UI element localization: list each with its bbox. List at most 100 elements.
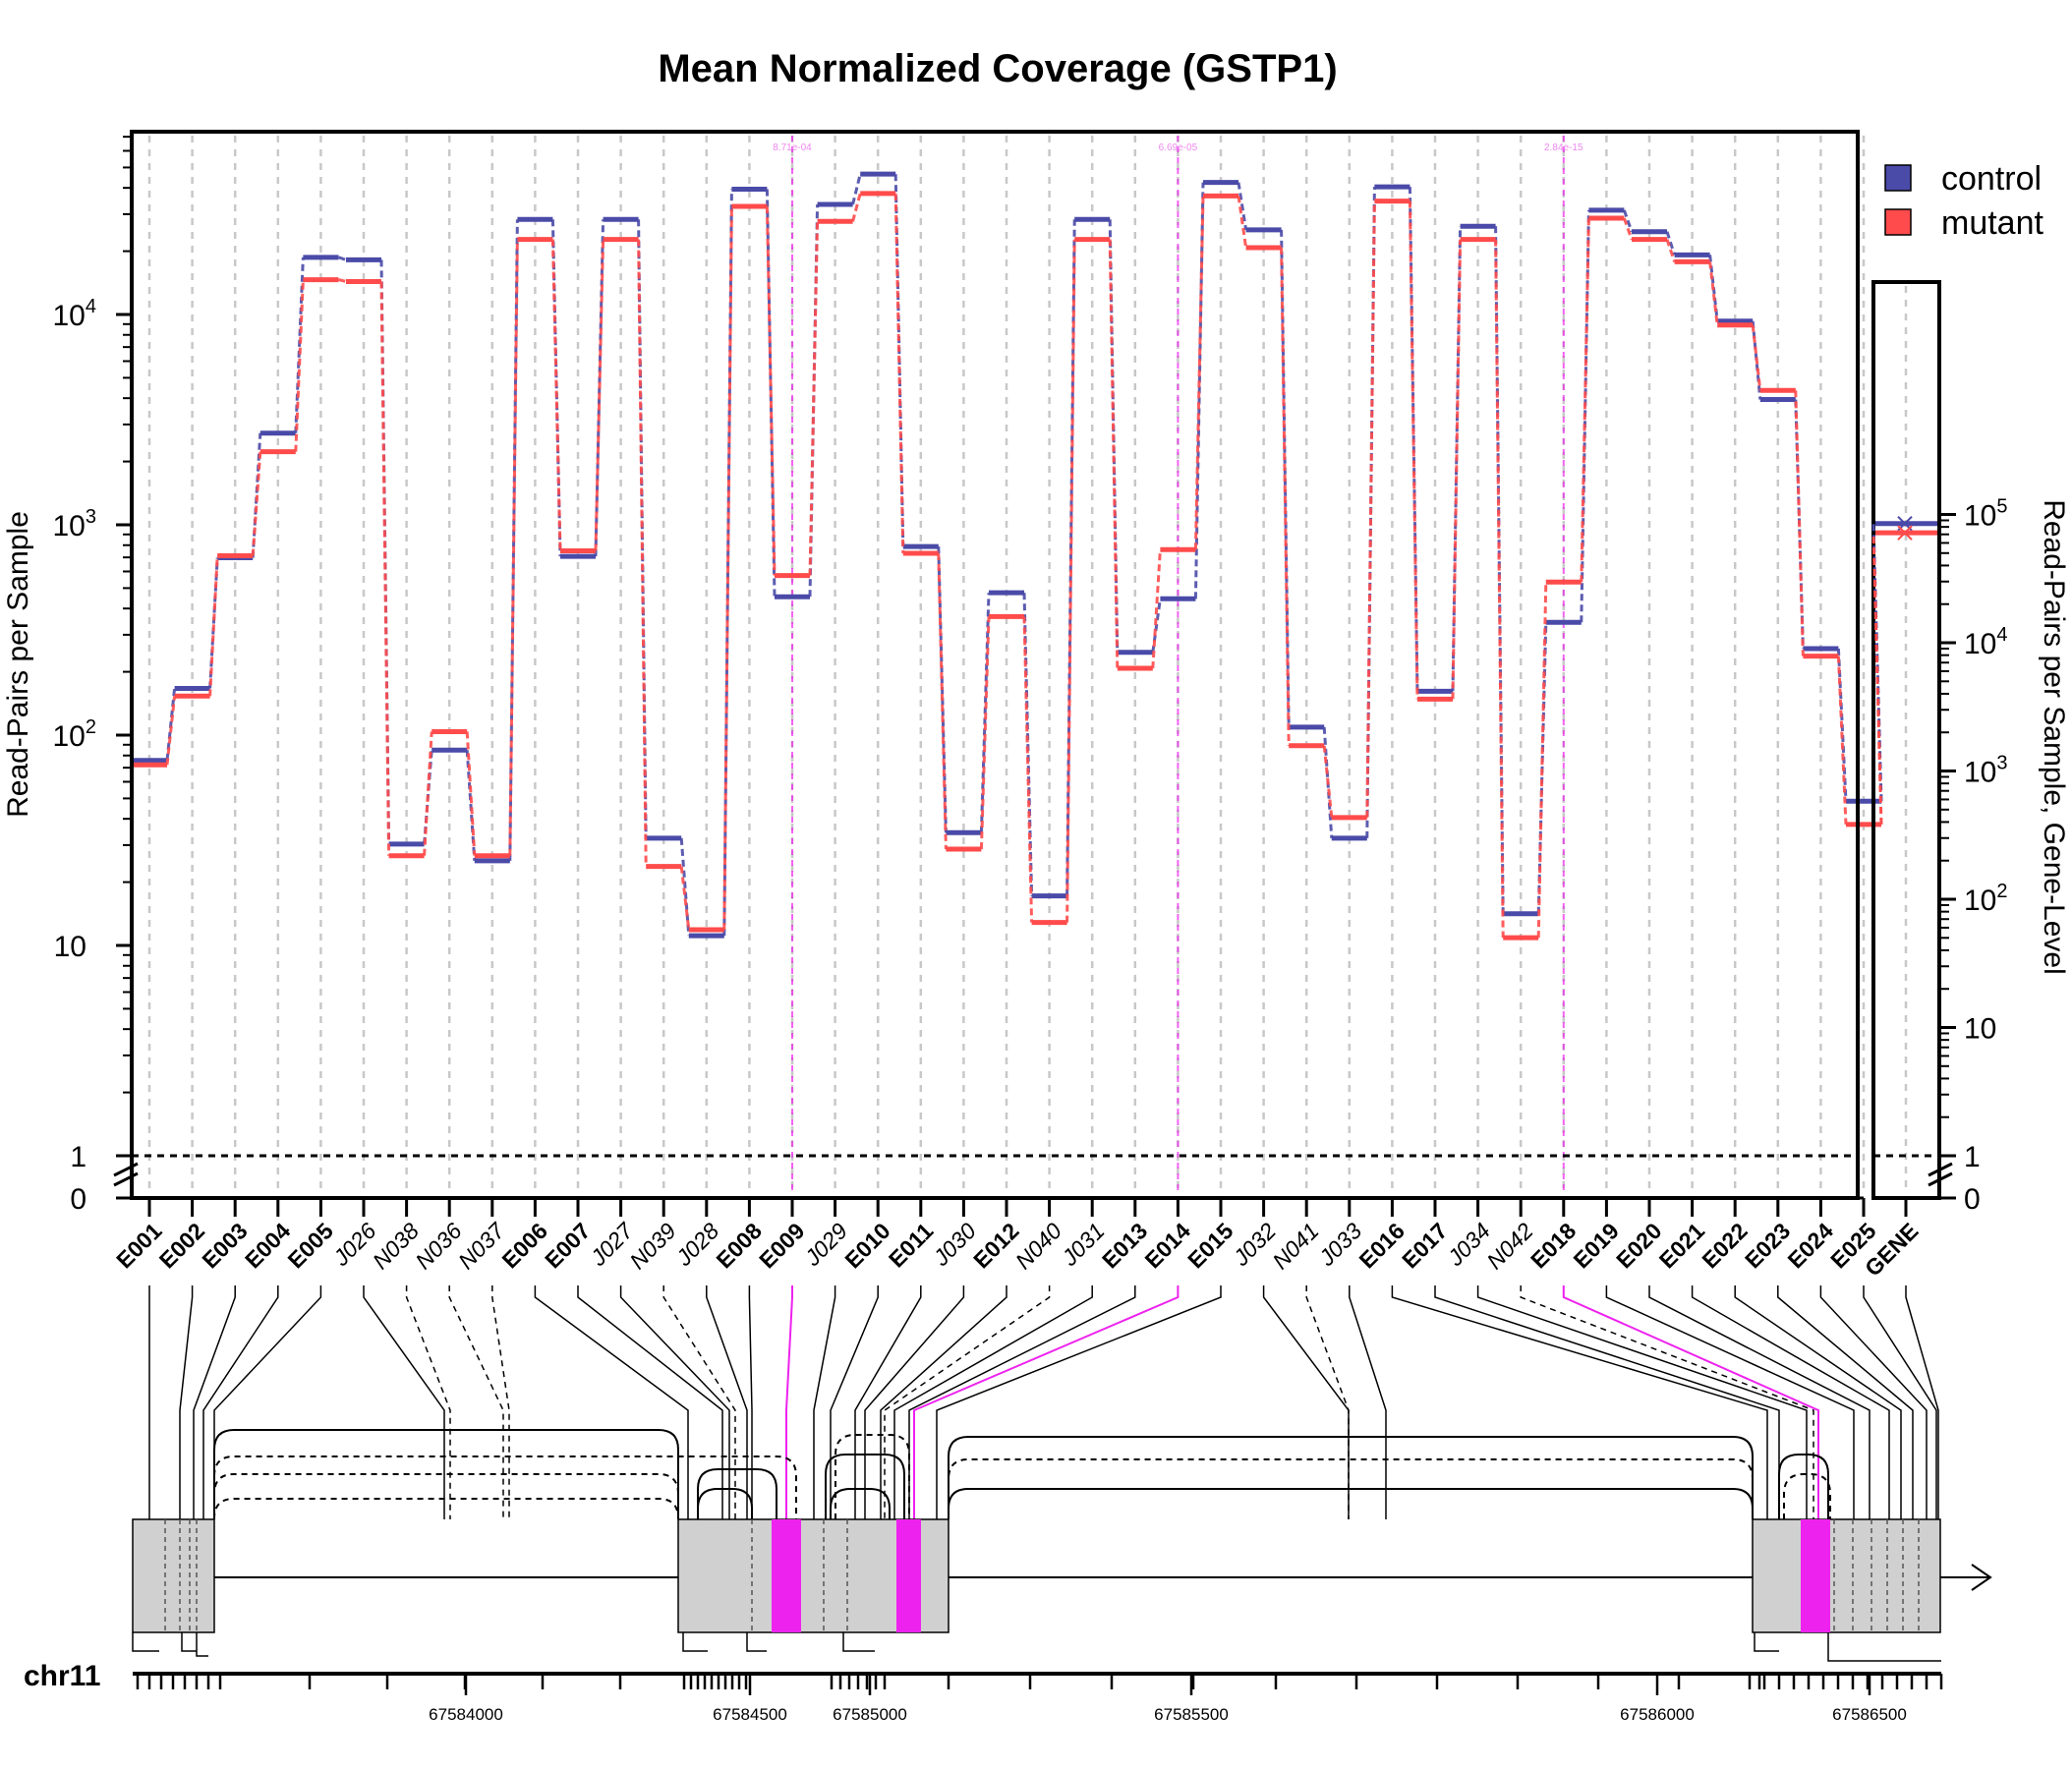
feature-label-N037: N037 xyxy=(453,1217,510,1274)
coordinate-bracket xyxy=(842,1632,875,1652)
feature-label-E008: E008 xyxy=(712,1218,768,1274)
gene-mark-mutant xyxy=(1897,525,1913,541)
strand-arrow-icon xyxy=(1971,1564,1992,1591)
junction-arc xyxy=(213,1498,679,1519)
feature-label-N038: N038 xyxy=(368,1218,424,1274)
axis-break-mark xyxy=(113,1162,139,1187)
legend-label-control: control xyxy=(1941,160,2042,198)
y-tick-label: 0 xyxy=(70,1183,86,1216)
junction-arc xyxy=(697,1468,777,1519)
feature-label-E005: E005 xyxy=(283,1218,339,1274)
junction-arc xyxy=(213,1455,797,1519)
y-gene-tick-exponent: 4 xyxy=(1996,624,2007,646)
y-tick-label: 10 xyxy=(54,931,86,963)
y-gene-tick-exponent: 2 xyxy=(1996,881,2007,902)
feature-label-E009: E009 xyxy=(754,1218,809,1273)
connector-J030 xyxy=(864,1285,965,1519)
connector-J029 xyxy=(813,1285,836,1519)
y-gene-tick-label: 0 xyxy=(1964,1183,1981,1216)
y-tick-exponent: 3 xyxy=(86,506,96,528)
coordinate-axis: 67584000 67584500 67585000 67585500 67586000… xyxy=(133,1672,1943,1724)
connector-mutant xyxy=(165,193,1848,939)
feature-label-N042: N042 xyxy=(1481,1218,1537,1274)
significance-markers: 8.71e-04 6.69e-05 2.84e-15 xyxy=(773,136,1583,1194)
feature-label-E017: E017 xyxy=(1397,1218,1452,1273)
connector-E018 xyxy=(1562,1285,1819,1519)
y-tick-label: 104 xyxy=(53,296,97,332)
legend-label-mutant: mutant xyxy=(1941,204,2043,242)
pvalue-label-E009: 8.71e-04 xyxy=(773,143,812,153)
feature-label-N041: N041 xyxy=(1267,1218,1323,1274)
feature-label-E007: E007 xyxy=(540,1218,595,1273)
coordinate-bracket xyxy=(746,1632,767,1652)
feature-label-E020: E020 xyxy=(1611,1218,1666,1273)
connector-E019 xyxy=(1605,1285,1855,1519)
y-tick-label: 102 xyxy=(53,716,97,753)
feature-label-E024: E024 xyxy=(1783,1218,1839,1274)
junction-arc xyxy=(825,1454,905,1519)
junction-arc xyxy=(213,1429,679,1519)
feature-label-E012: E012 xyxy=(968,1218,1023,1273)
connector-J031 xyxy=(893,1285,1093,1519)
exon-block xyxy=(132,1518,215,1633)
connector-N037 xyxy=(491,1285,510,1519)
coordinate-bracket xyxy=(1827,1632,1941,1662)
feature-label-E021: E021 xyxy=(1654,1218,1710,1274)
feature-label-E006: E006 xyxy=(497,1218,552,1273)
legend-swatch-control xyxy=(1884,164,1912,192)
feature-label-J029: J029 xyxy=(799,1218,853,1272)
chromosome-label: chr11 xyxy=(24,1660,100,1692)
coordinate-label: 67584500 xyxy=(713,1705,787,1724)
pvalue-label-E014: 6.69e-05 xyxy=(1159,143,1198,153)
gene-connector-mutant xyxy=(1871,533,1883,825)
gene-level-panel xyxy=(1871,516,1937,825)
junction-arc xyxy=(948,1458,1754,1519)
exon-block xyxy=(1752,1518,1941,1633)
junction-arc xyxy=(830,1488,891,1519)
junction-arc xyxy=(1783,1473,1831,1519)
y-gene-tick-exponent: 3 xyxy=(1996,753,2007,774)
y-gene-tick-label: 1 xyxy=(1964,1141,1981,1173)
connector-E021 xyxy=(1691,1285,1890,1519)
connector-E016 xyxy=(1391,1285,1768,1519)
feature-label-E014: E014 xyxy=(1140,1218,1196,1274)
feature-label-J030: J030 xyxy=(928,1218,982,1272)
connector-E020 xyxy=(1648,1285,1871,1519)
junction-arc xyxy=(697,1488,753,1519)
y-gene-tick-exponent: 5 xyxy=(1996,496,2007,518)
feature-label-E001: E001 xyxy=(111,1218,167,1274)
y-gene-tick-label: 102 xyxy=(1964,881,2008,917)
connector-N038 xyxy=(405,1285,451,1519)
feature-label-J031: J031 xyxy=(1056,1218,1109,1271)
connector-J027 xyxy=(619,1285,730,1519)
y-gene-tick-label: 103 xyxy=(1964,753,2008,789)
connector-E014 xyxy=(913,1285,1180,1519)
feature-label-E003: E003 xyxy=(197,1218,252,1273)
connector-E017 xyxy=(1434,1285,1780,1519)
grid-lines xyxy=(147,136,1908,1194)
feature-label-E010: E010 xyxy=(839,1218,894,1273)
feature-label-E015: E015 xyxy=(1182,1218,1238,1274)
connector-E022 xyxy=(1734,1285,1902,1519)
connector-E024 xyxy=(1819,1285,1928,1519)
y-tick-exponent: 2 xyxy=(86,716,96,738)
significant-exon-block xyxy=(896,1519,921,1632)
connector-N041 xyxy=(1305,1285,1350,1519)
y-gene-tick-label: 104 xyxy=(1964,624,2008,660)
connector-E011 xyxy=(854,1285,922,1519)
legend-swatch-mutant xyxy=(1884,208,1912,236)
pvalue-label-E018: 2.84e-15 xyxy=(1544,143,1583,153)
connector-E003 xyxy=(193,1285,236,1519)
coordinate-label: 67584000 xyxy=(429,1705,503,1724)
connector-E015 xyxy=(936,1285,1222,1519)
feature-label-J032: J032 xyxy=(1228,1218,1282,1272)
feature-label-E019: E019 xyxy=(1569,1218,1624,1273)
coordinate-bracket xyxy=(682,1632,708,1652)
connector-E023 xyxy=(1777,1285,1914,1519)
connector-N036 xyxy=(448,1285,504,1519)
series-lines xyxy=(132,171,1881,941)
connector-J028 xyxy=(706,1285,748,1519)
